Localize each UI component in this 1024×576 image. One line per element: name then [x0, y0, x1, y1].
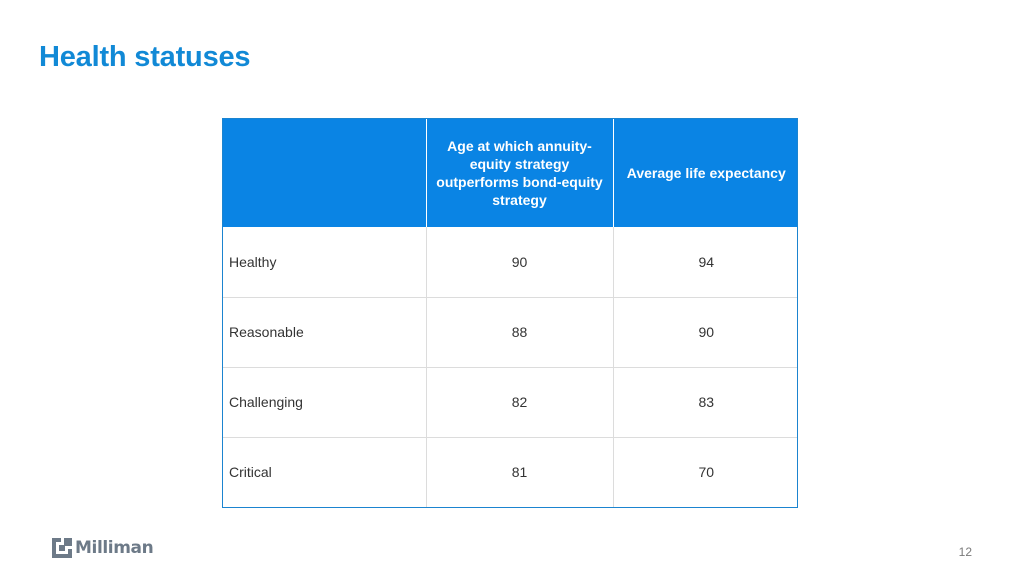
table-row: Critical 81 70 — [223, 436, 797, 507]
health-status-table: Age at which annuity-equity strategy out… — [222, 118, 798, 508]
row-label: Healthy — [229, 253, 277, 270]
table-row: Reasonable 88 90 — [223, 296, 797, 367]
crossover-age-cell: 88 — [425, 296, 613, 367]
page-number: 12 — [958, 545, 972, 559]
table-row: Challenging 82 83 — [223, 366, 797, 437]
crossover-age-cell: 82 — [425, 366, 613, 437]
row-label: Challenging — [223, 366, 426, 437]
row-label: Reasonable — [223, 296, 426, 367]
header-cell-empty — [223, 119, 426, 227]
table-row: Healthy 90 94 — [223, 227, 797, 297]
life-expectancy-cell: 83 — [612, 366, 797, 437]
header-cell-life-expectancy: Average life expectancy — [612, 119, 797, 227]
life-expectancy-cell: 90 — [612, 296, 797, 367]
slide-title: Health statuses — [39, 41, 251, 73]
life-expectancy-cell: 70 — [612, 436, 797, 507]
data-table: Age at which annuity-equity strategy out… — [223, 119, 797, 507]
row-label: Critical — [223, 436, 426, 507]
crossover-age-cell: 81 — [425, 436, 613, 507]
milliman-logo: Milliman — [52, 537, 154, 559]
table-header-row: Age at which annuity-equity strategy out… — [223, 119, 797, 227]
milliman-logo-icon — [52, 538, 72, 558]
logo-text: Milliman — [75, 538, 154, 558]
life-expectancy-cell: 94 — [612, 227, 797, 297]
header-cell-crossover-age: Age at which annuity-equity strategy out… — [425, 119, 613, 227]
crossover-age-cell: 90 — [425, 227, 613, 297]
